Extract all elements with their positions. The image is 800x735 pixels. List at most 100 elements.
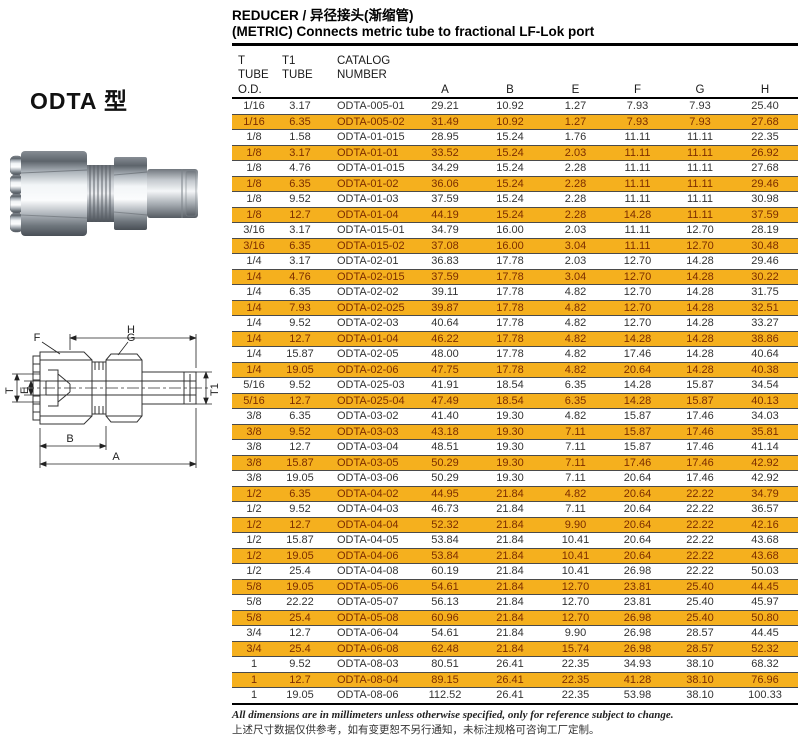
cell-dim-b: 17.78 <box>496 348 524 360</box>
table-row: 1/4 7.93 ODTA-02-025 39.87 17.78 4.82 12… <box>232 300 798 316</box>
cell-dim-g: 14.28 <box>668 331 732 347</box>
cell-catalog-number: ODTA-015-02 <box>324 238 414 254</box>
cell-dim-h: 34.03 <box>751 410 779 422</box>
cell-tube-od: 1 <box>232 672 276 688</box>
cell-dim-e: 9.90 <box>564 627 587 639</box>
cell-t1-tube: 19.05 <box>276 362 324 378</box>
cell-dim-b: 15.24 <box>476 207 544 223</box>
cell-dim-a: 47.49 <box>414 393 476 409</box>
table-row: 5/8 25.4 ODTA-05-08 60.96 21.84 12.70 26… <box>232 610 798 626</box>
cell-dim-h: 52.32 <box>732 641 798 657</box>
cell-catalog-number: ODTA-03-03 <box>324 424 414 440</box>
cell-t1-tube: 6.35 <box>276 486 324 502</box>
cell-dim-h: 41.14 <box>751 441 779 453</box>
cell-dim-g: 17.46 <box>686 441 714 453</box>
cell-catalog-number: ODTA-04-02 <box>324 486 414 502</box>
cell-catalog-number: ODTA-05-08 <box>324 610 414 626</box>
cell-dim-b: 16.00 <box>476 238 544 254</box>
cell-dim-f: 14.28 <box>607 207 668 223</box>
footnote-english: All dimensions are in millimeters unless… <box>232 708 674 721</box>
cell-dim-f: 20.64 <box>623 503 652 515</box>
cell-tube-od: 5/16 <box>232 393 276 409</box>
cell-tube-od: 3/16 <box>232 238 276 254</box>
cell-dim-g: 11.11 <box>687 131 713 143</box>
dimension-lines <box>12 334 212 468</box>
cell-dim-f: 15.87 <box>607 424 668 440</box>
cell-tube-od: 3/8 <box>246 472 262 484</box>
cell-dim-f: 20.64 <box>623 534 652 546</box>
cell-dim-b: 17.78 <box>476 269 544 285</box>
cell-dim-f: 11.11 <box>607 238 668 254</box>
footnote-chinese: 上述尺寸数据仅供参考，如有变更恕不另行通知，未标注规格可咨询工厂定制。 <box>232 723 600 735</box>
cell-t1-tube: 12.7 <box>289 441 311 453</box>
cell-tube-od: 1/2 <box>232 486 276 502</box>
cell-dim-h: 45.97 <box>751 596 779 608</box>
cell-dim-h: 42.16 <box>732 517 798 533</box>
cell-catalog-number: ODTA-06-08 <box>324 641 414 657</box>
cell-dim-b: 19.30 <box>496 441 524 453</box>
cell-dim-b: 18.54 <box>476 393 544 409</box>
cell-dim-b: 21.84 <box>476 486 544 502</box>
cell-dim-e: 6.35 <box>544 393 607 409</box>
cell-tube-od: 3/8 <box>232 424 276 440</box>
cell-catalog-number: ODTA-01-01 <box>324 145 414 161</box>
cell-t1-tube: 4.76 <box>289 162 311 174</box>
cell-dim-a: 37.59 <box>431 193 459 205</box>
cell-dim-g: 7.93 <box>668 114 732 130</box>
cell-dim-b: 21.84 <box>476 548 544 564</box>
cell-tube-od: 1/4 <box>232 269 276 285</box>
cell-catalog-number: ODTA-015-01 <box>337 224 405 236</box>
cell-dim-h: 40.38 <box>732 362 798 378</box>
cell-catalog-number: ODTA-01-02 <box>324 176 414 192</box>
cell-dim-e: 15.74 <box>544 641 607 657</box>
table-row: 1/8 3.17 ODTA-01-01 33.52 15.24 2.03 11.… <box>232 145 798 161</box>
cell-catalog-number: ODTA-005-01 <box>337 100 405 112</box>
cell-t1-tube: 7.93 <box>276 300 324 316</box>
cell-t1-tube: 12.7 <box>289 627 311 639</box>
cell-dim-g: 25.40 <box>668 579 732 595</box>
table-row: 1/4 3.17 ODTA-02-01 36.83 17.78 2.03 12.… <box>232 253 798 270</box>
cell-tube-od: 3/4 <box>246 627 262 639</box>
cell-dim-e: 9.90 <box>544 517 607 533</box>
cell-tube-od: 1/4 <box>232 300 276 316</box>
cell-catalog-number: ODTA-02-01 <box>337 255 399 267</box>
cell-tube-od: 1/2 <box>246 503 262 515</box>
cell-dim-a: 44.95 <box>414 486 476 502</box>
cell-dim-a: 46.73 <box>431 503 459 515</box>
cell-dim-a: 56.13 <box>431 596 459 608</box>
col-header-catalog: CATALOG <box>337 55 391 67</box>
table-row: 1/16 6.35 ODTA-005-02 31.49 10.92 1.27 7… <box>232 114 798 130</box>
cell-dim-e: 2.28 <box>564 193 587 205</box>
cell-dim-h: 27.68 <box>732 114 798 130</box>
cell-dim-b: 21.84 <box>496 627 524 639</box>
cell-catalog-number: ODTA-025-04 <box>324 393 414 409</box>
cell-dim-b: 15.24 <box>496 131 524 143</box>
cell-dim-g: 22.22 <box>668 486 732 502</box>
cell-catalog-number: ODTA-04-03 <box>337 503 399 515</box>
catalog-section: REDUCER / 异径接头(渐缩管) (METRIC) Connects me… <box>232 8 798 735</box>
table-row: 3/8 15.87 ODTA-03-05 50.29 19.30 7.11 17… <box>232 455 798 471</box>
cell-t1-tube: 1.58 <box>289 131 311 143</box>
cell-tube-od: 1/8 <box>246 193 262 205</box>
cell-t1-tube: 25.4 <box>276 610 324 626</box>
col-header-h: H <box>760 83 770 96</box>
col-header-b: B <box>506 83 514 96</box>
cell-dim-f: 17.46 <box>607 455 668 471</box>
cell-t1-tube: 9.52 <box>289 317 311 329</box>
cell-tube-od: 5/16 <box>243 379 265 391</box>
cell-catalog-number: ODTA-02-015 <box>324 269 414 285</box>
cell-dim-g: 14.28 <box>668 362 732 378</box>
cell-dim-a: 48.51 <box>431 441 459 453</box>
table-body: 1/16 3.17 ODTA-005-01 29.21 10.92 1.27 7… <box>232 98 798 704</box>
cell-dim-b: 10.92 <box>476 114 544 130</box>
cell-t1-tube: 19.05 <box>286 689 314 701</box>
cell-tube-od: 1/4 <box>246 348 262 360</box>
cell-dim-e: 12.70 <box>544 610 607 626</box>
dim-label-a: A <box>112 451 120 463</box>
cell-tube-od: 3/8 <box>246 410 262 422</box>
cell-dim-f: 41.28 <box>607 672 668 688</box>
table-row: 1/2 19.05 ODTA-04-06 53.84 21.84 10.41 2… <box>232 548 798 564</box>
cell-t1-tube: 6.35 <box>276 114 324 130</box>
cell-t1-tube: 9.52 <box>276 424 324 440</box>
